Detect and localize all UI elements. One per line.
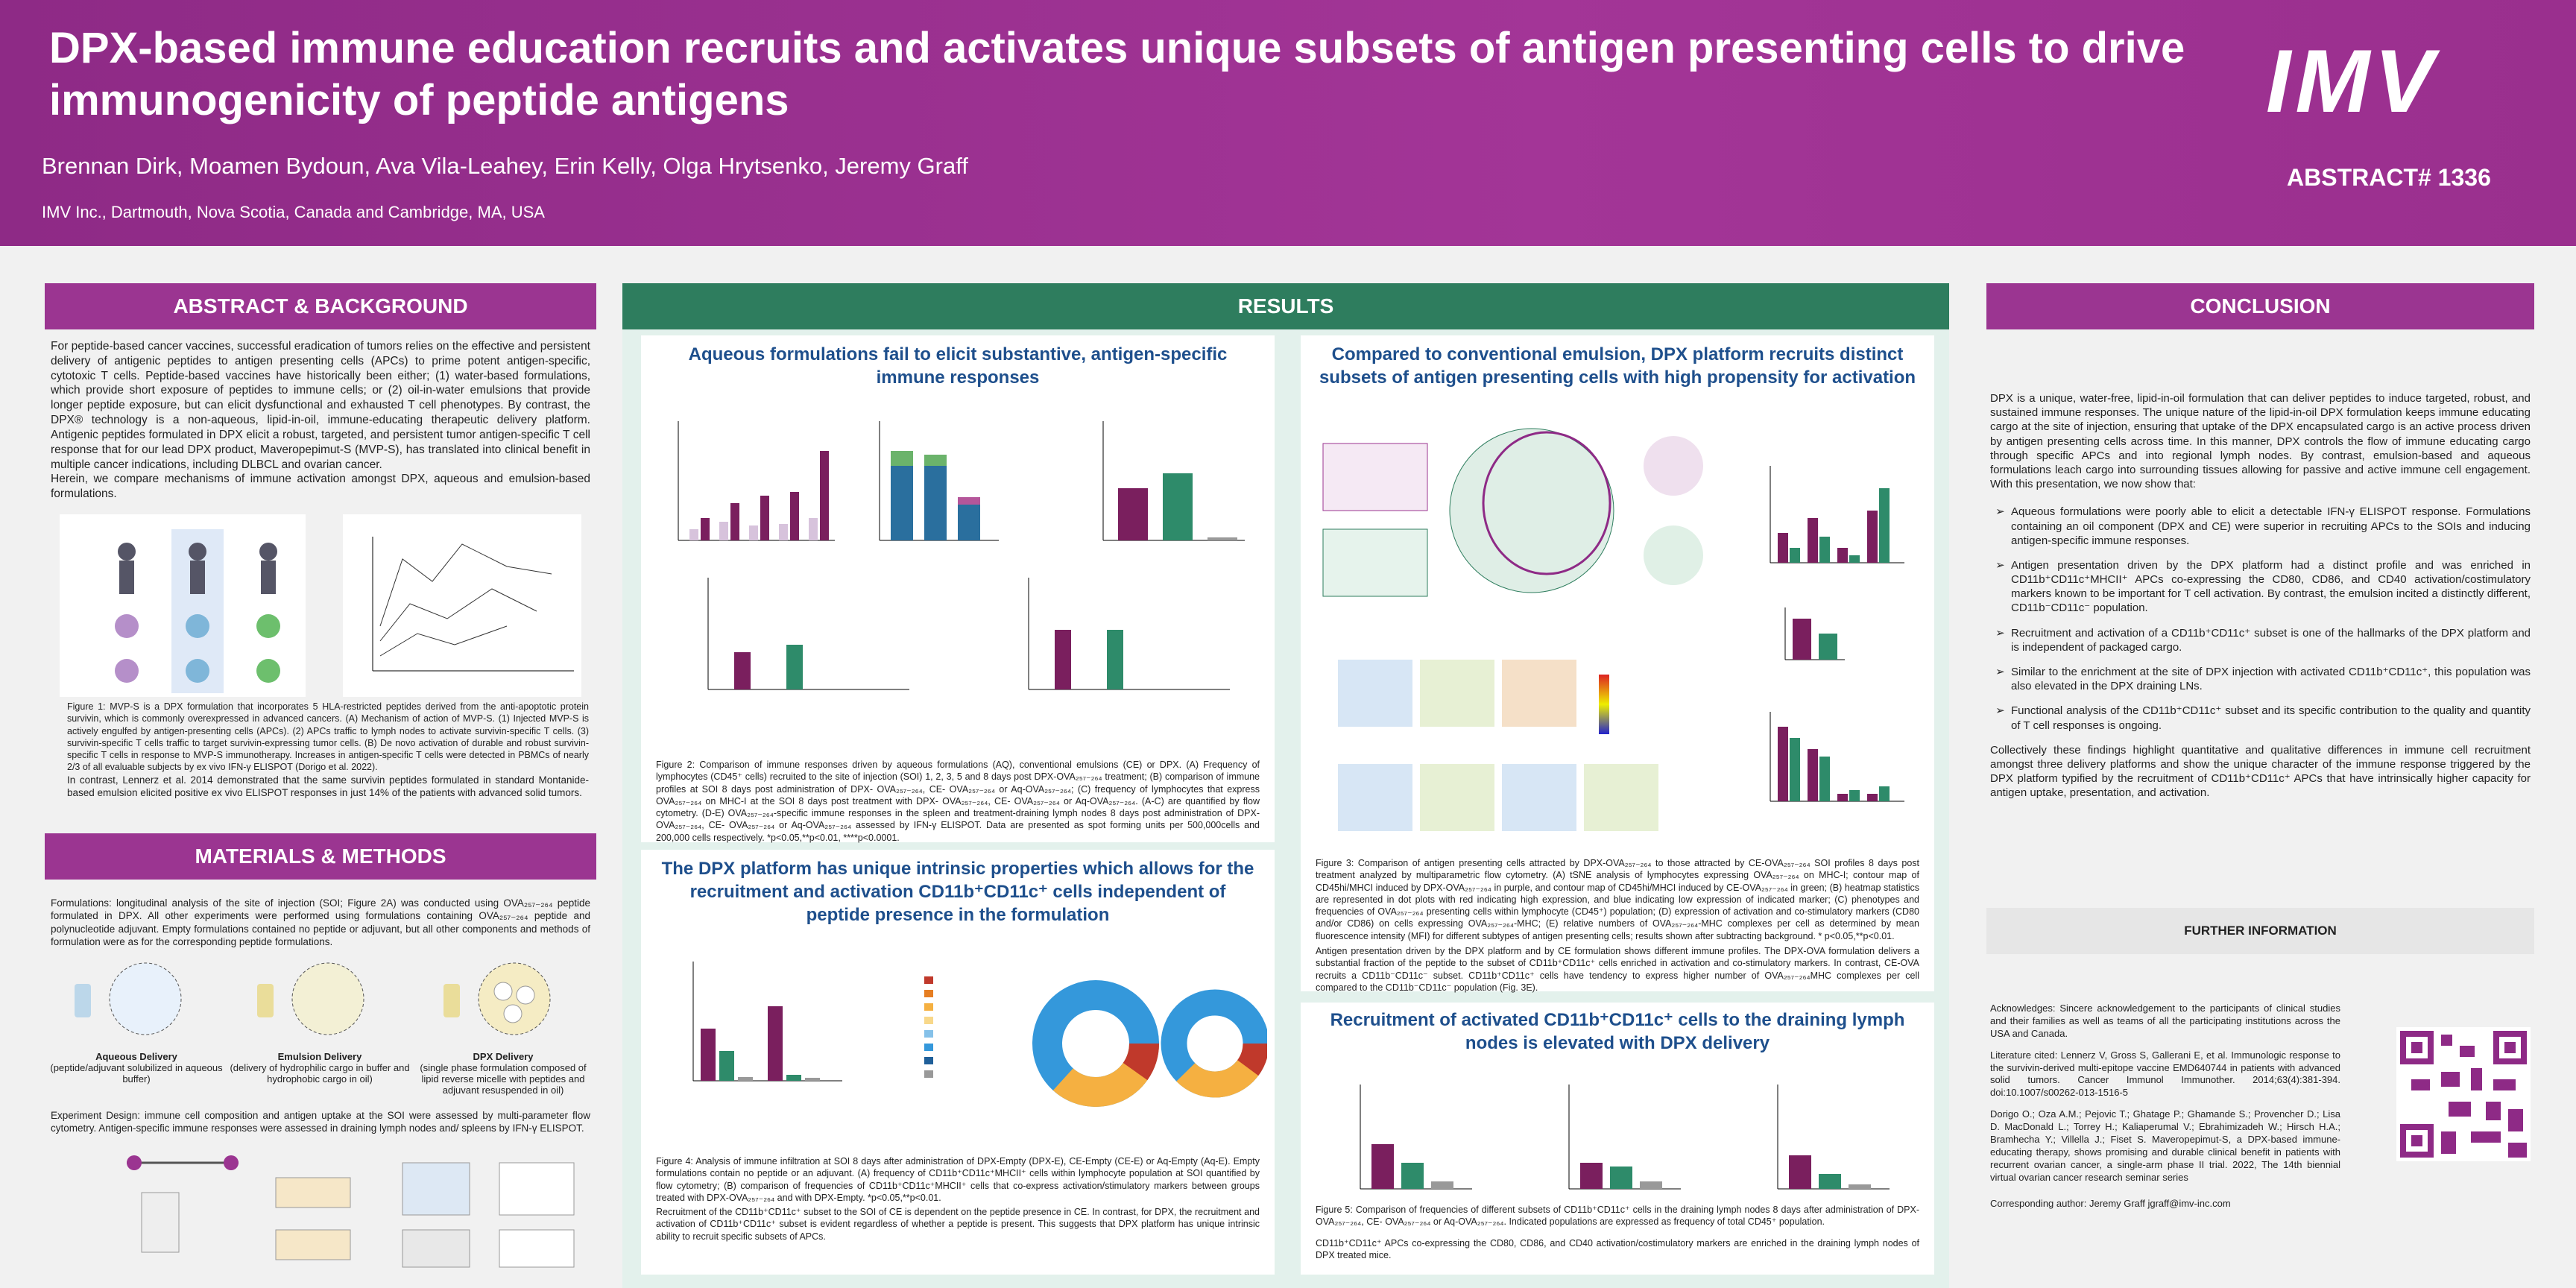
figure-4-caption: Figure 4: Analysis of immune infiltratio… xyxy=(656,1156,1260,1203)
abstract-heading: ABSTRACT & BACKGROUND xyxy=(45,283,596,329)
bar-plot xyxy=(1360,1085,1472,1190)
paragraph: Herein, we compare mechanisms of immune … xyxy=(51,473,590,501)
trace xyxy=(379,588,537,642)
section-title: The DPX platform has unique intrinsic pr… xyxy=(661,859,1254,926)
stacked-bars xyxy=(879,421,999,541)
delivery: Emulsion Delivery (delivery of hydrophili… xyxy=(228,1051,411,1096)
bar-plot xyxy=(692,962,842,1082)
figure-1 xyxy=(60,514,581,697)
figure-3 xyxy=(1322,428,1904,831)
literature: Literature cited: Lennerz V, Gross S, Ga… xyxy=(1990,1049,2340,1099)
bar-plot xyxy=(1028,578,1230,690)
delivery-desc: (single phase formulation composed of li… xyxy=(420,1062,587,1096)
bullet: Similar to the enrichment at the site of… xyxy=(2011,665,2531,693)
header: DPX-based immune education recruits and … xyxy=(0,0,2576,246)
figure-2 xyxy=(678,421,1245,690)
logo: IMV xyxy=(2266,31,2439,131)
conclusion-bullets: Aqueous formulations were poorly able to… xyxy=(1990,505,2531,732)
design-text: Experiment Design: immune cell compositi… xyxy=(51,1110,590,1134)
further-heading: FURTHER INFORMATION xyxy=(1986,908,2534,954)
legend-swatches xyxy=(924,976,933,1078)
abstract-closing: In contrast, Lennerz et al. 2014 demonst… xyxy=(67,774,589,799)
design-diagram xyxy=(127,1155,575,1268)
conclusion-body: DPX is a unique, water-free, lipid-in-oi… xyxy=(1990,391,2531,801)
figure-5-caption: Figure 5: Comparison of frequencies of d… xyxy=(1316,1205,1919,1228)
literature: Dorigo O.; Oza A.M.; Pejovic T.; Ghatage… xyxy=(1990,1108,2340,1183)
title: DPX-based immune education recruits and … xyxy=(49,24,2185,124)
bar-plot xyxy=(1568,1085,1681,1190)
qr-code xyxy=(2396,1027,2531,1161)
bar-plot xyxy=(707,578,909,690)
affiliation: IMV Inc., Dartmouth, Nova Scotia, Canada… xyxy=(42,203,545,221)
donut xyxy=(1032,980,1159,1107)
bar-plot xyxy=(1784,607,1845,660)
formulations-text: Formulations: longitudinal analysis of t… xyxy=(51,897,590,947)
methods-heading: MATERIALS & METHODS xyxy=(45,833,596,880)
bar-plot xyxy=(1102,421,1245,541)
delivery-desc: (peptide/adjuvant solubilized in aqueous… xyxy=(50,1062,223,1085)
figure-2-caption: Figure 2: Comparison of immune responses… xyxy=(656,760,1260,843)
delivery-name: Emulsion Delivery xyxy=(277,1051,362,1062)
bar-plot xyxy=(678,421,835,541)
bullet: Functional analysis of the CD11b⁺CD11c⁺ … xyxy=(2011,704,2531,732)
figure-panel xyxy=(343,514,581,697)
bullet: Aqueous formulations were poorly able to… xyxy=(2011,505,2531,548)
figure-3-note: Antigen presentation driven by the DPX p… xyxy=(1316,946,1919,993)
results-heading: RESULTS xyxy=(622,283,1949,329)
figure-3-caption: Figure 3: Comparison of antigen presenti… xyxy=(1316,858,1919,941)
section-panel: The DPX platform has unique intrinsic pr… xyxy=(641,850,1275,1275)
contact: Corresponding author: Jeremy Graff jgraf… xyxy=(1990,1197,2231,1209)
conclusion-heading: CONCLUSION xyxy=(1986,283,2534,329)
authors: Brennan Dirk, Moamen Bydoun, Ava Vila-Le… xyxy=(42,153,968,179)
trace xyxy=(379,625,508,657)
bullet: Antigen presentation driven by the DPX p… xyxy=(2011,558,2531,616)
trace xyxy=(379,543,552,627)
cells xyxy=(115,614,280,683)
section-panel: Recruitment of activated CD11b⁺CD11c⁺ ce… xyxy=(1301,1003,1934,1275)
section-panel: Compared to conventional emulsion, DPX p… xyxy=(1301,335,1934,993)
bar-plot xyxy=(1770,466,1904,564)
delivery-name: Aqueous Delivery xyxy=(95,1051,177,1062)
figure-4-note: Recruitment of the CD11b⁺CD11c⁺ subset t… xyxy=(656,1207,1260,1242)
paragraph: For peptide-based cancer vaccines, succe… xyxy=(51,340,590,471)
figure-1-caption: Figure 1: MVP-S is a DPX formulation tha… xyxy=(67,701,589,773)
bar-plot xyxy=(1770,712,1904,802)
figure-5 xyxy=(1360,1085,1890,1190)
donut xyxy=(1161,989,1267,1098)
section-title: Recruitment of activated CD11b⁺CD11c⁺ ce… xyxy=(1330,1010,1905,1054)
acknowledgements: Acknowledges: Sincere acknowledgement to… xyxy=(1990,1003,2340,1039)
abstract-number: ABSTRACT# 1336 xyxy=(2287,164,2491,191)
illustration xyxy=(118,543,277,594)
figure-5-note: CD11b⁺CD11c⁺ APCs co-expressing the CD80… xyxy=(1316,1238,1919,1261)
delivery: Aqueous Delivery (peptide/adjuvant solubi… xyxy=(45,1051,228,1096)
abstract-text: For peptide-based cancer vaccines, succe… xyxy=(51,339,590,502)
delivery-illustrations xyxy=(75,962,551,1035)
heatmaps xyxy=(1338,660,1658,831)
references: Acknowledges: Sincere acknowledgement to… xyxy=(1990,1003,2340,1210)
figure-4 xyxy=(692,962,1267,1107)
delivery-labels: Aqueous Delivery (peptide/adjuvant solubi… xyxy=(45,1051,596,1096)
conclusion-closing: Collectively these findings highlight qu… xyxy=(1990,743,2531,800)
delivery: DPX Delivery (single phase formulation co… xyxy=(411,1051,595,1096)
section-panel: Aqueous formulations fail to elicit subs… xyxy=(641,335,1275,843)
section-title: Aqueous formulations fail to elicit subs… xyxy=(688,344,1228,388)
conclusion-intro: DPX is a unique, water-free, lipid-in-oi… xyxy=(1990,392,2531,491)
delivery-name: DPX Delivery xyxy=(473,1051,534,1062)
delivery-desc: (delivery of hydrophilic cargo in buffer… xyxy=(230,1062,410,1085)
section-title: Compared to conventional emulsion, DPX p… xyxy=(1319,344,1916,388)
bar-plot xyxy=(1777,1085,1890,1190)
bullet: Recruitment and activation of a CD11b⁺CD… xyxy=(2011,626,2531,654)
